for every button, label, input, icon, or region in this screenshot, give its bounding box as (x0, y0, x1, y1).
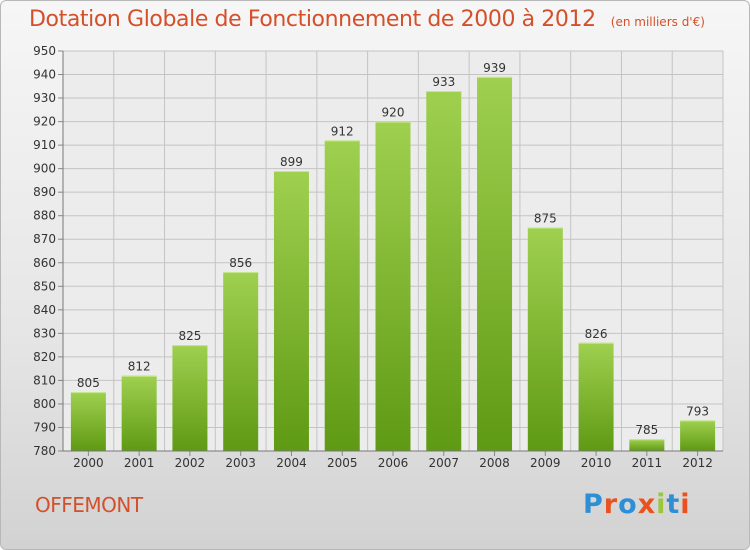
y-tick-label: 920 (33, 115, 56, 129)
x-tick-label: 2002 (175, 456, 206, 470)
y-tick-label: 910 (33, 138, 56, 152)
bar-value-label: 785 (635, 423, 658, 437)
y-tick-label: 830 (33, 326, 56, 340)
logo-letter: r (603, 489, 619, 520)
logo-letter: P (583, 489, 604, 520)
x-tick-label: 2008 (479, 456, 510, 470)
bar-value-label: 933 (432, 75, 455, 89)
y-tick-label: 810 (33, 373, 56, 387)
bar-value-label: 826 (585, 327, 608, 341)
bar-value-label: 856 (229, 256, 252, 270)
y-tick-label: 870 (33, 232, 56, 246)
bar-value-label: 793 (686, 404, 709, 418)
bar (121, 375, 157, 451)
chart-subtitle: (en milliers d'€) (610, 15, 705, 29)
chart-title: Dotation Globale de Fonctionnement de 20… (29, 7, 596, 32)
bar-value-label: 805 (77, 376, 100, 390)
y-tick-label: 800 (33, 397, 56, 411)
y-tick-label: 840 (33, 303, 56, 317)
bar-value-label: 899 (280, 155, 303, 169)
x-tick-label: 2007 (428, 456, 459, 470)
proxiti-logo[interactable]: Proxiti (583, 489, 691, 520)
logo-letter: x (637, 489, 657, 520)
bar (375, 121, 411, 452)
y-tick-label: 950 (33, 44, 56, 58)
y-tick-label: 790 (33, 420, 56, 434)
bar-value-label: 875 (534, 211, 557, 225)
bar-value-label: 939 (483, 61, 506, 75)
y-tick-label: 900 (33, 162, 56, 176)
y-tick-label: 780 (33, 444, 56, 458)
y-tick-label: 880 (33, 209, 56, 223)
y-tick-label: 940 (33, 68, 56, 82)
chart-header: Dotation Globale de Fonctionnement de 20… (29, 7, 705, 32)
y-tick-label: 890 (33, 185, 56, 199)
bar (578, 342, 614, 451)
logo-letter: t (666, 489, 681, 520)
bar (426, 91, 462, 451)
bar (70, 392, 106, 451)
x-tick-label: 2006 (378, 456, 409, 470)
y-tick-label: 930 (33, 91, 56, 105)
bar (324, 140, 360, 452)
bar-value-label: 812 (128, 360, 151, 374)
x-tick-label: 2011 (632, 456, 663, 470)
bar-value-label: 912 (331, 124, 354, 138)
x-tick-label: 2010 (581, 456, 612, 470)
bar (629, 439, 665, 451)
x-tick-label: 2005 (327, 456, 358, 470)
x-tick-label: 2009 (530, 456, 561, 470)
x-tick-label: 2003 (225, 456, 256, 470)
commune-name: OFFEMONT (35, 493, 143, 517)
logo-letter: i (680, 489, 691, 520)
bar (527, 227, 563, 451)
bar (172, 345, 208, 451)
y-tick-label: 850 (33, 279, 56, 293)
bar (273, 171, 309, 451)
x-tick-label: 2000 (73, 456, 104, 470)
logo-letter: i (656, 489, 667, 520)
bar (680, 420, 716, 451)
x-tick-label: 2001 (124, 456, 155, 470)
logo-letter: o (618, 489, 638, 520)
y-tick-label: 860 (33, 256, 56, 270)
y-tick-label: 820 (33, 350, 56, 364)
bar (223, 272, 259, 451)
x-tick-label: 2004 (276, 456, 307, 470)
bar-value-label: 825 (178, 329, 201, 343)
bar (477, 76, 513, 451)
x-tick-label: 2012 (682, 456, 713, 470)
bar-value-label: 920 (382, 106, 405, 120)
